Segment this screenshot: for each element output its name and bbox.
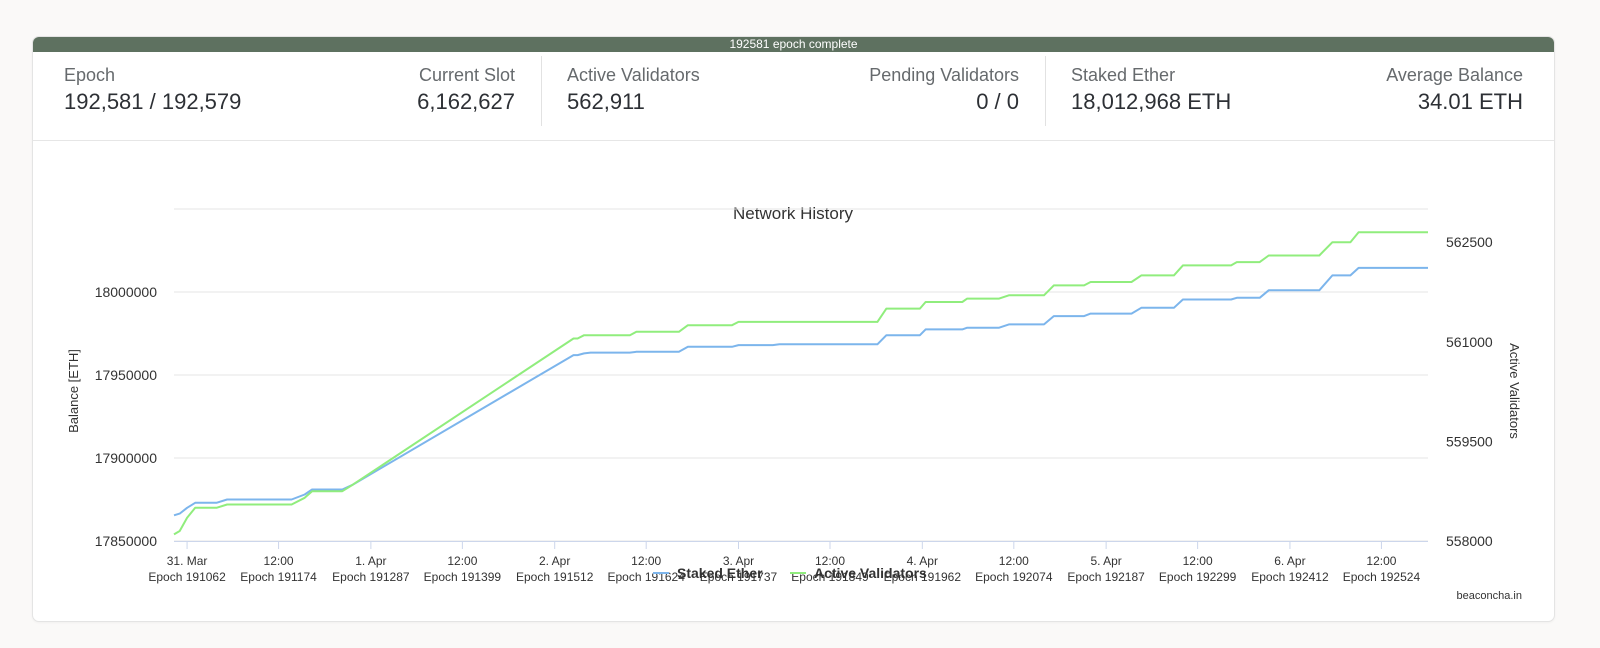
- x-tick-epoch-label: Epoch 191962: [884, 570, 962, 584]
- network-card: 192581 epoch complete Epoch 192,581 / 19…: [32, 36, 1555, 622]
- stat-average-balance-label: Average Balance: [1386, 65, 1523, 85]
- stat-staked-ether-label: Staked Ether: [1071, 65, 1176, 85]
- stat-active-validators-value: 562,911: [567, 89, 645, 114]
- chart-series: [173, 231, 1428, 536]
- stats-divider: [541, 56, 542, 126]
- x-tick-date-label: 12:00: [1183, 554, 1213, 568]
- x-tick-date-label: 1. Apr: [355, 554, 386, 568]
- epoch-progress-fill: [33, 37, 1554, 52]
- epoch-progress-bar: 192581 epoch complete: [33, 37, 1554, 52]
- x-tick-date-label: 12:00: [631, 554, 661, 568]
- stat-average-balance: Average Balance 34.01 ETH: [1386, 65, 1523, 115]
- chart-title: Network History: [733, 204, 853, 223]
- x-tick-epoch-label: Epoch 191287: [332, 570, 410, 584]
- x-tick-date-label: 12:00: [999, 554, 1029, 568]
- stat-current-slot-value: 6,162,627: [417, 89, 515, 114]
- stat-staked-ether: Staked Ether 18,012,968 ETH: [1071, 65, 1231, 115]
- x-tick-date-label: 4. Apr: [907, 554, 938, 568]
- x-tick-epoch-label: Epoch 192524: [1343, 570, 1421, 584]
- y-axis-right-title: Active Validators: [1507, 343, 1522, 439]
- y-axis-left: 17850000 17900000 17950000 18000000: [95, 284, 158, 549]
- y-right-tick-label: 562500: [1446, 234, 1493, 250]
- stat-epoch-label: Epoch: [64, 65, 116, 85]
- x-tick-epoch-label: Epoch 192299: [1159, 570, 1237, 584]
- stat-pending-validators-value: 0 / 0: [976, 89, 1019, 114]
- legend-item-active-validators[interactable]: Active Validators: [790, 565, 927, 581]
- stats-group-epoch: Epoch 192,581 / 192,579 Current Slot 6,1…: [33, 52, 541, 140]
- stat-average-balance-value: 34.01 ETH: [1417, 89, 1523, 114]
- x-tick-epoch-label: Epoch 191849: [791, 570, 869, 584]
- x-tick-date-label: 12:00: [815, 554, 845, 568]
- chart-credit[interactable]: beaconcha.in: [1457, 590, 1522, 602]
- x-tick-epoch-label: Epoch 191624: [607, 570, 685, 584]
- stat-pending-validators-label: Pending Validators: [869, 65, 1019, 85]
- x-tick-epoch-label: Epoch 191062: [148, 570, 226, 584]
- x-tick-epoch-label: Epoch 191174: [240, 570, 317, 584]
- x-axis: 31. Mar Epoch 191062 12:00 Epoch 191174 1. A…: [148, 541, 1428, 584]
- legend-item-staked-ether[interactable]: Staked Ether: [653, 565, 763, 581]
- stat-epoch: Epoch 192,581 / 192,579: [64, 65, 241, 115]
- stat-active-validators: Active Validators 562,911: [567, 65, 700, 115]
- y-axis-left-title: Balance [ETH]: [66, 349, 81, 433]
- stats-group-ether: Staked Ether 18,012,968 ETH Average Bala…: [1046, 52, 1554, 140]
- stats-row: Epoch 192,581 / 192,579 Current Slot 6,1…: [33, 52, 1554, 141]
- legend-label-staked-ether: Staked Ether: [677, 565, 763, 581]
- y-left-tick-label: 17900000: [95, 450, 158, 466]
- series-line-staked-ether[interactable]: [173, 266, 1428, 517]
- x-tick-epoch-label: Epoch 191512: [516, 570, 594, 584]
- x-tick-epoch-label: Epoch 192074: [975, 570, 1053, 584]
- x-tick-date-label: 12:00: [447, 554, 477, 568]
- x-tick-date-label: 3. Apr: [723, 554, 754, 568]
- chart-grid: [174, 208, 1428, 542]
- stat-epoch-value: 192,581 / 192,579: [64, 89, 242, 114]
- x-tick-date-label: 2. Apr: [539, 554, 570, 568]
- x-tick-epoch-label: Epoch 192412: [1251, 570, 1329, 584]
- y-left-tick-label: 18000000: [95, 284, 158, 300]
- y-left-tick-label: 17950000: [95, 367, 158, 383]
- x-tick-date-label: 12:00: [264, 554, 294, 568]
- x-tick-epoch-label: Epoch 191399: [424, 570, 502, 584]
- series-line-active-validators[interactable]: [173, 231, 1428, 536]
- y-axis-right: 558000 559500 561000 562500: [1446, 234, 1493, 549]
- y-right-tick-label: 561000: [1446, 334, 1493, 350]
- stats-group-validators: Active Validators 562,911 Pending Valida…: [542, 52, 1045, 140]
- x-tick-date-label: 5. Apr: [1090, 554, 1121, 568]
- x-tick-epoch-label: Epoch 192187: [1067, 570, 1145, 584]
- stats-divider: [1045, 56, 1046, 126]
- x-tick-date-label: 6. Apr: [1274, 554, 1305, 568]
- chart-legend: Staked Ether Active Validators: [653, 565, 927, 581]
- y-right-tick-label: 559500: [1446, 433, 1493, 449]
- x-tick-epoch-label: Epoch 191737: [700, 570, 778, 584]
- stat-current-slot: Current Slot 6,162,627: [417, 65, 515, 115]
- legend-label-active-validators: Active Validators: [814, 565, 927, 581]
- stat-current-slot-label: Current Slot: [418, 65, 515, 85]
- x-tick-date-label: 31. Mar: [167, 554, 208, 568]
- stat-pending-validators: Pending Validators 0 / 0: [869, 65, 1019, 115]
- epoch-progress-label: 192581 epoch complete: [729, 37, 858, 51]
- network-history-chart: Network History 17850000 17900000 17950000…: [66, 204, 1522, 602]
- stat-active-validators-label: Active Validators: [567, 65, 700, 85]
- y-left-tick-label: 17850000: [95, 533, 158, 549]
- stat-staked-ether-value: 18,012,968 ETH: [1071, 89, 1232, 114]
- x-tick-date-label: 12:00: [1366, 554, 1396, 568]
- y-right-tick-label: 558000: [1446, 533, 1493, 549]
